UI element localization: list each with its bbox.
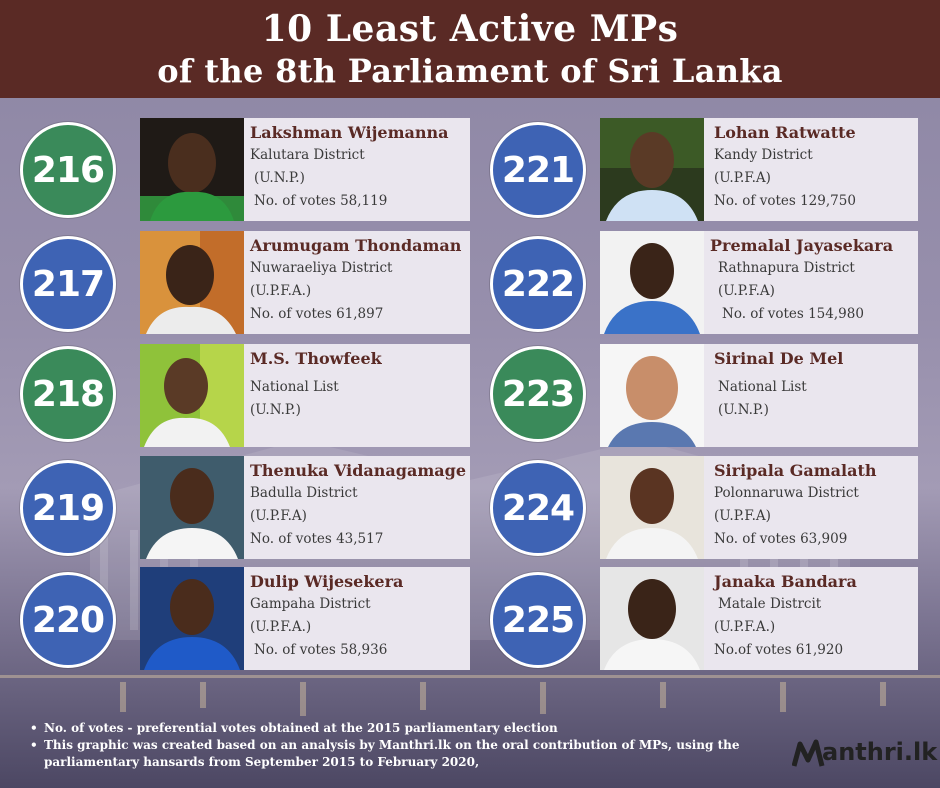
mp-photo [600,567,704,670]
rank-badge: 222 [490,236,586,332]
rank-badge: 216 [20,122,116,218]
mp-votes: No. of votes 43,517 [250,531,384,547]
m-check-icon [792,739,825,767]
manthri-logo[interactable]: anthri.lk [792,736,937,776]
mp-name: Lakshman Wijemanna [250,123,449,142]
mp-party: (U.N.P.) [254,170,305,186]
mp-votes: No. of votes 129,750 [714,193,856,209]
mp-card: Janaka Bandara Matale Distrcit (U.P.F.A.… [600,567,918,670]
mp-votes: No. of votes 58,119 [254,193,388,209]
mp-district: Matale Distrcit [718,596,822,612]
mp-party: (U.P.F.A.) [714,619,776,635]
mp-party: (U.N.P.) [718,402,769,418]
mp-card: Arumugam Thondaman Nuwaraeliya District … [140,231,470,334]
mp-party: (U.P.F.A) [718,283,775,299]
mp-photo [600,118,704,221]
mp-name: Premalal Jayasekara [710,236,894,255]
mp-party: (U.P.F.A) [714,170,771,186]
rank-badge: 221 [490,122,586,218]
page-title: 10 Least Active MPs [261,8,679,50]
mp-card: Dulip Wijesekera Gampaha District (U.P.F… [140,567,470,670]
mp-card: Sirinal De Mel National List (U.N.P.) [600,344,918,447]
mp-card: M.S. Thowfeek National List (U.N.P.) [140,344,470,447]
mp-photo [140,567,244,670]
mp-photo [140,231,244,334]
mp-name: Arumugam Thondaman [250,236,462,255]
mp-party: (U.P.F.A) [250,508,307,524]
mp-photo [140,456,244,559]
mp-card: Thenuka Vidanagamage Badulla District (U… [140,456,470,559]
mp-card: Lakshman Wijemanna Kalutara District (U.… [140,118,470,221]
rank-badge: 219 [20,460,116,556]
mp-district: Kandy District [714,147,813,163]
mp-district: Badulla District [250,485,358,501]
mp-card: Siripala Gamalath Polonnaruwa District (… [600,456,918,559]
rank-badge: 224 [490,460,586,556]
mp-name: M.S. Thowfeek [250,349,382,368]
footer-note: No. of votes - preferential votes obtain… [30,720,750,737]
mp-photo [140,344,244,447]
rank-badge: 218 [20,346,116,442]
mp-name: Dulip Wijesekera [250,572,404,591]
mp-party: (U.P.F.A.) [250,619,312,635]
logo-text: anthri.lk [822,738,938,766]
mp-name: Lohan Ratwatte [714,123,856,142]
mp-district: Rathnapura District [718,260,855,276]
mp-votes: No. of votes 154,980 [722,306,864,322]
mp-district: Gampaha District [250,596,371,612]
mp-votes: No.of votes 61,920 [714,642,844,658]
mp-district: Kalutara District [250,147,365,163]
mp-photo [600,456,704,559]
mp-district: National List [718,379,807,395]
mp-district: Polonnaruwa District [714,485,859,501]
footer-notes: No. of votes - preferential votes obtain… [30,720,750,771]
mp-name: Thenuka Vidanagamage [250,461,466,480]
mp-party: (U.P.F.A) [714,508,771,524]
mp-district: Nuwaraeliya District [250,260,393,276]
mp-card: Lohan Ratwatte Kandy District (U.P.F.A) … [600,118,918,221]
rank-badge: 223 [490,346,586,442]
mp-votes: No. of votes 63,909 [714,531,848,547]
rank-badge: 220 [20,572,116,668]
rank-badge: 225 [490,572,586,668]
mp-card: Premalal Jayasekara Rathnapura District … [600,231,918,334]
mp-photo [600,344,704,447]
mp-votes: No. of votes 61,897 [250,306,384,322]
mp-name: Siripala Gamalath [714,461,877,480]
header-banner: 10 Least Active MPs of the 8th Parliamen… [0,0,940,98]
mp-name: Janaka Bandara [714,572,857,591]
mp-party: (U.P.F.A.) [250,283,312,299]
mp-photo [600,231,704,334]
mp-party: (U.N.P.) [250,402,301,418]
page-subtitle: of the 8th Parliament of Sri Lanka [157,52,783,90]
footer-note: This graphic was created based on an ana… [30,737,750,771]
mp-name: Sirinal De Mel [714,349,844,368]
rank-badge: 217 [20,236,116,332]
mp-votes: No. of votes 58,936 [254,642,388,658]
mp-photo [140,118,244,221]
mp-district: National List [250,379,339,395]
